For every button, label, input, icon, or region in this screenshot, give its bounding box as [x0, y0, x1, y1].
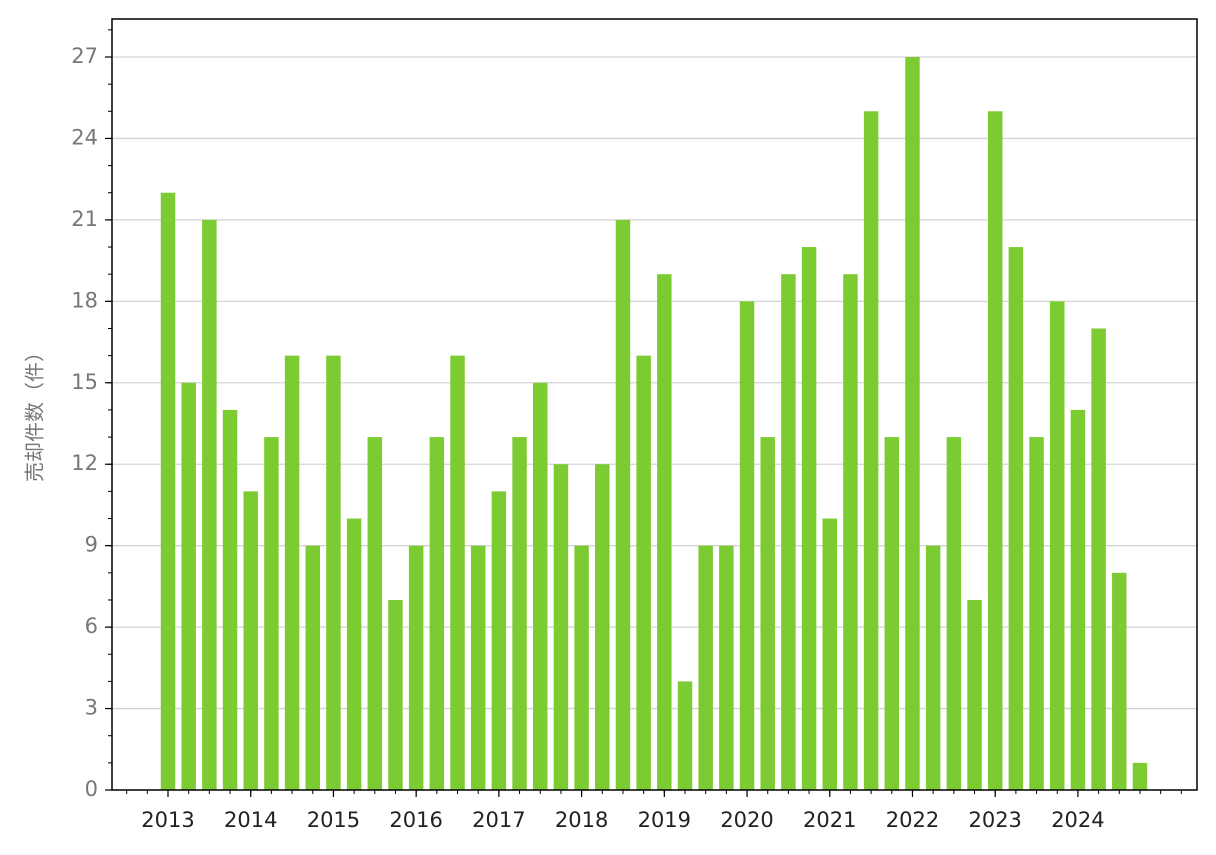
plot-frame: [111, 18, 1198, 791]
bar: [450, 355, 465, 790]
y-tick-label: 18: [71, 288, 98, 312]
bar: [863, 111, 879, 791]
bar: [1132, 762, 1148, 790]
bar: [553, 464, 569, 790]
bar: [533, 382, 548, 790]
bar: [657, 274, 672, 790]
bar: [905, 57, 920, 791]
y-tick-label: 24: [71, 125, 98, 149]
x-tick-label: 2020: [720, 808, 773, 832]
bar: [636, 355, 651, 790]
bar: [946, 437, 962, 790]
bar: [264, 437, 279, 790]
bar: [491, 491, 507, 790]
bar: [326, 355, 341, 790]
bar: [822, 518, 837, 790]
bar: [574, 545, 589, 790]
bar: [1112, 572, 1127, 790]
x-tick-label: 2014: [224, 808, 277, 832]
bar: [160, 192, 176, 791]
x-tick-label: 2023: [968, 808, 1021, 832]
bar: [698, 545, 713, 790]
bar: [243, 491, 258, 790]
y-tick-label: 27: [71, 44, 98, 68]
bar: [1091, 328, 1106, 790]
x-tick-label: 2022: [886, 808, 939, 832]
bar: [801, 247, 817, 791]
bar: [677, 681, 693, 790]
bar: [1029, 437, 1044, 790]
x-tick-label: 2017: [472, 808, 525, 832]
bar: [429, 437, 445, 790]
bar: [595, 464, 610, 790]
bar: [346, 518, 362, 790]
bar: [367, 437, 383, 790]
x-tick-label: 2024: [1051, 808, 1104, 832]
y-tick-label: 21: [71, 207, 98, 231]
bar: [388, 599, 403, 790]
bar: [615, 219, 631, 791]
x-tick-label: 2018: [555, 808, 608, 832]
bar: [739, 301, 755, 790]
y-tick-label: 15: [71, 370, 98, 394]
bar: [987, 111, 1003, 791]
bar: [760, 437, 775, 790]
bar: [408, 545, 424, 790]
y-tick-label: 0: [85, 777, 98, 801]
y-tick-label: 12: [71, 451, 98, 475]
x-tick-label: 2019: [638, 808, 691, 832]
bar: [1050, 301, 1065, 790]
x-tick-label: 2016: [389, 808, 442, 832]
bar: [512, 437, 527, 790]
bar: [967, 599, 982, 790]
x-tick-label: 2021: [803, 808, 856, 832]
bar: [1008, 247, 1024, 791]
bar: [925, 545, 941, 790]
y-tick-label: 9: [85, 533, 98, 557]
bar: [470, 545, 486, 790]
bar: [781, 274, 796, 790]
bar: [222, 409, 238, 790]
bar: [181, 382, 196, 790]
y-tick-label: 6: [85, 614, 98, 638]
x-tick-label: 2013: [141, 808, 194, 832]
bar: [1070, 409, 1086, 790]
bar: [305, 545, 320, 790]
bar: [719, 545, 734, 790]
bar: [843, 274, 858, 790]
bar: [284, 355, 300, 790]
bar: [884, 437, 900, 790]
x-tick-label: 2015: [307, 808, 360, 832]
bar: [202, 219, 217, 791]
y-axis-label: 売却件数（件）: [23, 342, 47, 482]
y-tick-label: 3: [85, 696, 98, 720]
